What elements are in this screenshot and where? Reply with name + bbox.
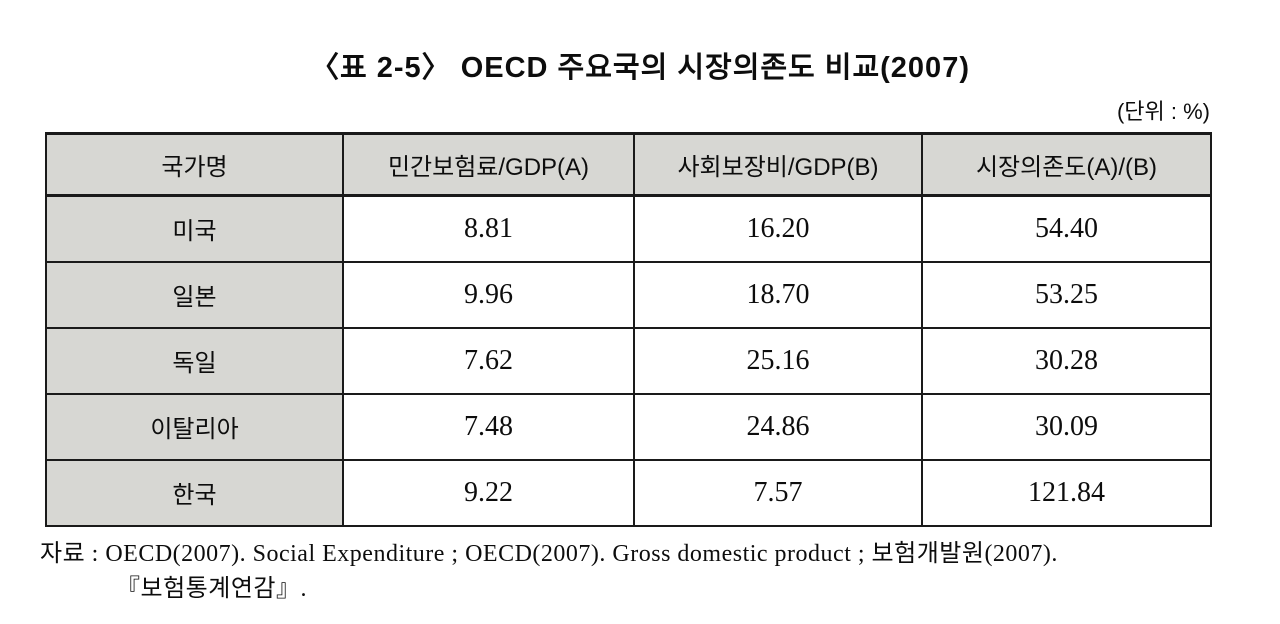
table-row-usa: 미국 8.81 16.20 54.40 [45, 194, 1212, 263]
column-header-country: 국가명 [45, 132, 344, 197]
country-cell: 이탈리아 [45, 392, 344, 461]
value-cell: 7.57 [633, 458, 923, 527]
table-row-germany: 독일 7.62 25.16 30.28 [45, 326, 1212, 395]
value-cell: 8.81 [342, 194, 635, 263]
country-cell: 일본 [45, 260, 344, 329]
value-cell: 30.28 [921, 326, 1212, 395]
value-cell: 16.20 [633, 194, 923, 263]
unit-label: (단위 : %) [1116, 99, 1210, 124]
value-cell: 53.25 [921, 260, 1212, 329]
source-line-2: 『보험통계연감』. [116, 575, 307, 602]
value-cell: 9.96 [342, 260, 635, 329]
country-cell: 한국 [45, 458, 344, 527]
table-row-italy: 이탈리아 7.48 24.86 30.09 [45, 392, 1212, 461]
table-header-row: 국가명 민간보험료/GDP(A) 사회보장비/GDP(B) 시장의존도(A)/(… [45, 132, 1212, 197]
comparison-table: 국가명 민간보험료/GDP(A) 사회보장비/GDP(B) 시장의존도(A)/(… [45, 132, 1212, 527]
value-cell: 54.40 [921, 194, 1212, 263]
value-cell: 30.09 [921, 392, 1212, 461]
table-title: 〈표 2-5〉 OECD 주요국의 시장의존도 비교(2007) [310, 52, 970, 84]
source-note: 자료 : OECD(2007). Social Expenditure ; OE… [40, 537, 1280, 607]
source-line-1: 자료 : OECD(2007). Social Expenditure ; OE… [40, 540, 1058, 567]
value-cell: 9.22 [342, 458, 635, 527]
value-cell: 7.62 [342, 326, 635, 395]
country-cell: 독일 [45, 326, 344, 395]
country-cell: 미국 [45, 194, 344, 263]
value-cell: 7.48 [342, 392, 635, 461]
value-cell: 121.84 [921, 458, 1212, 527]
column-header-market-dependence: 시장의존도(A)/(B) [921, 132, 1212, 197]
value-cell: 25.16 [633, 326, 923, 395]
table-row-japan: 일본 9.96 18.70 53.25 [45, 260, 1212, 329]
table-row-korea: 한국 9.22 7.57 121.84 [45, 458, 1212, 527]
value-cell: 24.86 [633, 392, 923, 461]
column-header-private-premium-gdp: 민간보험료/GDP(A) [342, 132, 635, 197]
value-cell: 18.70 [633, 260, 923, 329]
column-header-social-security-gdp: 사회보장비/GDP(B) [633, 132, 923, 197]
